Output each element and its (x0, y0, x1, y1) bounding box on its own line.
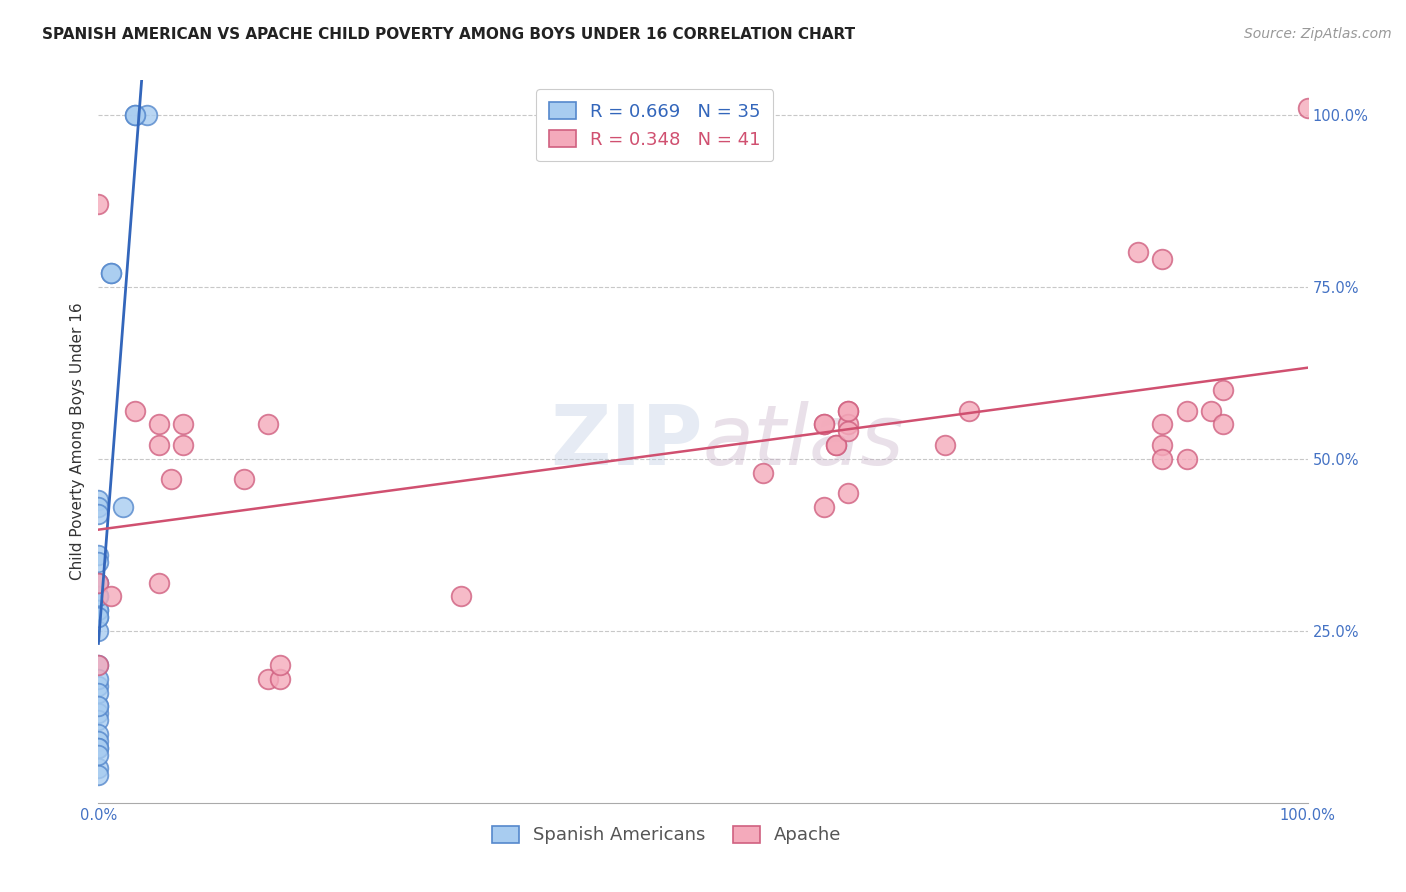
Point (87, 575, 110, 590)
Point (1199, 403, 1222, 417)
Point (256, 417, 278, 432)
Point (87, 610, 110, 624)
Point (87, 548, 110, 562)
Point (87, 658, 110, 673)
Point (87, 699, 110, 714)
Point (87, 699, 110, 714)
Point (124, 108, 146, 122)
Point (837, 424, 859, 438)
Point (1152, 252, 1174, 267)
Point (87, 747, 110, 762)
Point (87, 575, 110, 590)
Point (269, 672, 291, 686)
Point (1175, 451, 1198, 466)
Point (1152, 451, 1174, 466)
Text: Source: ZipAtlas.com: Source: ZipAtlas.com (1244, 27, 1392, 41)
Text: SPANISH AMERICAN VS APACHE CHILD POVERTY AMONG BOYS UNDER 16 CORRELATION CHART: SPANISH AMERICAN VS APACHE CHILD POVERTY… (42, 27, 855, 42)
Point (87, 761, 110, 775)
Point (87, 740, 110, 755)
Point (256, 672, 278, 686)
Point (87, 686, 110, 700)
Point (957, 403, 980, 417)
Legend: Spanish Americans, Apache: Spanish Americans, Apache (485, 818, 849, 852)
Point (87, 575, 110, 590)
Point (148, 417, 170, 432)
Point (87, 624, 110, 638)
Point (813, 500, 835, 514)
Point (87, 727, 110, 741)
Point (87, 706, 110, 721)
Point (837, 417, 859, 432)
Point (100, 266, 122, 280)
Point (172, 438, 194, 452)
Text: atlas: atlas (703, 401, 904, 482)
Point (87, 603, 110, 617)
Point (87, 679, 110, 693)
Point (87, 493, 110, 508)
Point (934, 438, 956, 452)
Point (87, 500, 110, 514)
Point (1212, 383, 1234, 397)
Point (232, 472, 254, 486)
Point (87, 590, 110, 604)
Point (87, 590, 110, 604)
Point (1152, 417, 1174, 432)
Point (813, 417, 835, 432)
Point (135, 108, 157, 122)
Point (450, 590, 472, 604)
Point (837, 403, 859, 417)
Point (87, 658, 110, 673)
Point (111, 500, 134, 514)
Point (87, 672, 110, 686)
Point (87, 610, 110, 624)
Point (100, 266, 122, 280)
Point (100, 590, 122, 604)
Point (172, 417, 194, 432)
Point (148, 575, 170, 590)
Point (87, 603, 110, 617)
Point (87, 713, 110, 727)
Point (124, 108, 146, 122)
Point (87, 740, 110, 755)
Point (1152, 438, 1174, 452)
Point (813, 417, 835, 432)
Point (87, 768, 110, 782)
Point (87, 734, 110, 748)
Point (87, 507, 110, 521)
Point (1175, 403, 1198, 417)
Point (124, 403, 146, 417)
Point (1296, 101, 1319, 115)
Point (825, 438, 848, 452)
Point (269, 658, 291, 673)
Point (752, 466, 775, 480)
Point (837, 403, 859, 417)
Point (160, 472, 183, 486)
Y-axis label: Child Poverty Among Boys Under 16: Child Poverty Among Boys Under 16 (69, 302, 84, 581)
Point (1128, 245, 1150, 260)
Point (825, 438, 848, 452)
Point (148, 438, 170, 452)
Point (837, 486, 859, 500)
Point (87, 555, 110, 569)
Point (1212, 417, 1234, 432)
Point (87, 197, 110, 211)
Text: ZIP: ZIP (551, 401, 703, 482)
